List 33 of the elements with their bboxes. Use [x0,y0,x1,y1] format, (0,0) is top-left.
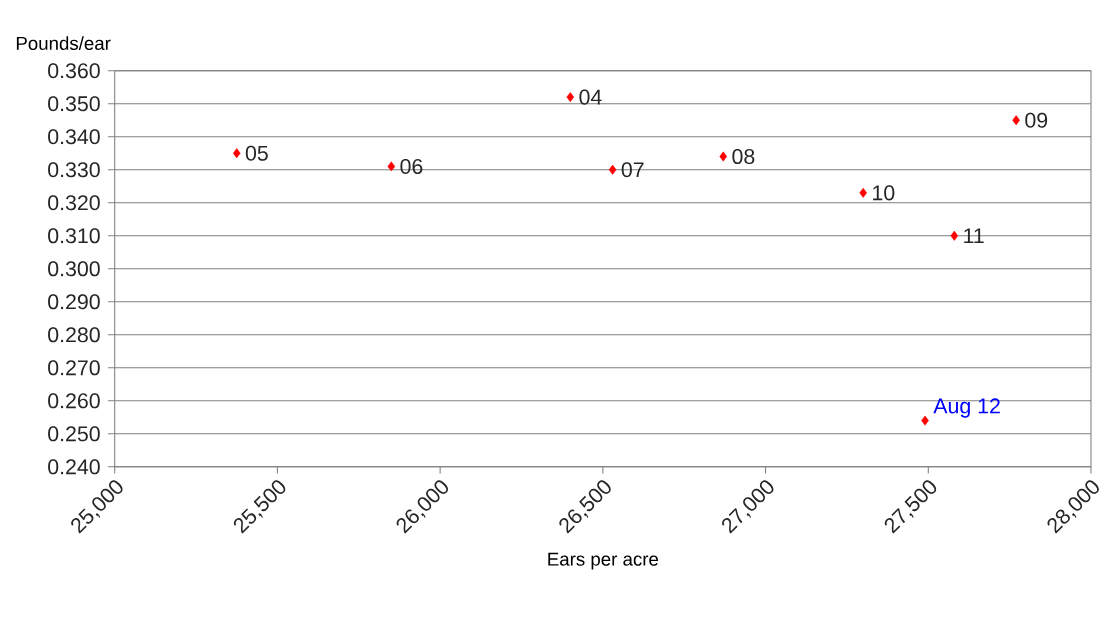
y-tick-label: 0.240 [48,459,100,475]
point [950,230,959,241]
y-axis-title: Pounds/ear [16,36,111,50]
y-tick-label: 0.350 [48,96,100,112]
annotation: 04 [579,89,602,105]
point [608,164,617,175]
annotation: 09 [1025,112,1048,128]
y-tick-label: 0.260 [48,393,100,409]
y-tick-label: 0.340 [48,129,100,145]
annotation: 06 [400,158,423,174]
point [387,161,396,172]
annotation: 07 [621,162,644,178]
x-axis-title: Ears per acre [548,552,659,570]
y-tick-label: 0.250 [48,426,100,442]
point [1012,115,1020,126]
y-tick-label: 0.300 [48,261,100,277]
y-tick-label: 0.310 [48,228,100,244]
point [859,187,867,198]
point [566,92,575,102]
y-tick-label: 0.360 [48,63,100,79]
y-tick-label: 0.270 [48,360,100,376]
y-tick-label: 0.290 [48,294,100,310]
y-tick-label: 0.330 [48,162,100,178]
annotation: 11 [964,228,984,243]
annotation: 10 [873,185,895,201]
y-tick-label: 0.320 [48,195,100,211]
annotation: 05 [245,145,268,161]
annotation: Aug 12 [933,398,1000,418]
annotation: 08 [732,148,755,164]
point [232,148,241,159]
y-tick-label: 0.280 [48,327,100,343]
point [921,415,929,426]
point [719,151,728,162]
